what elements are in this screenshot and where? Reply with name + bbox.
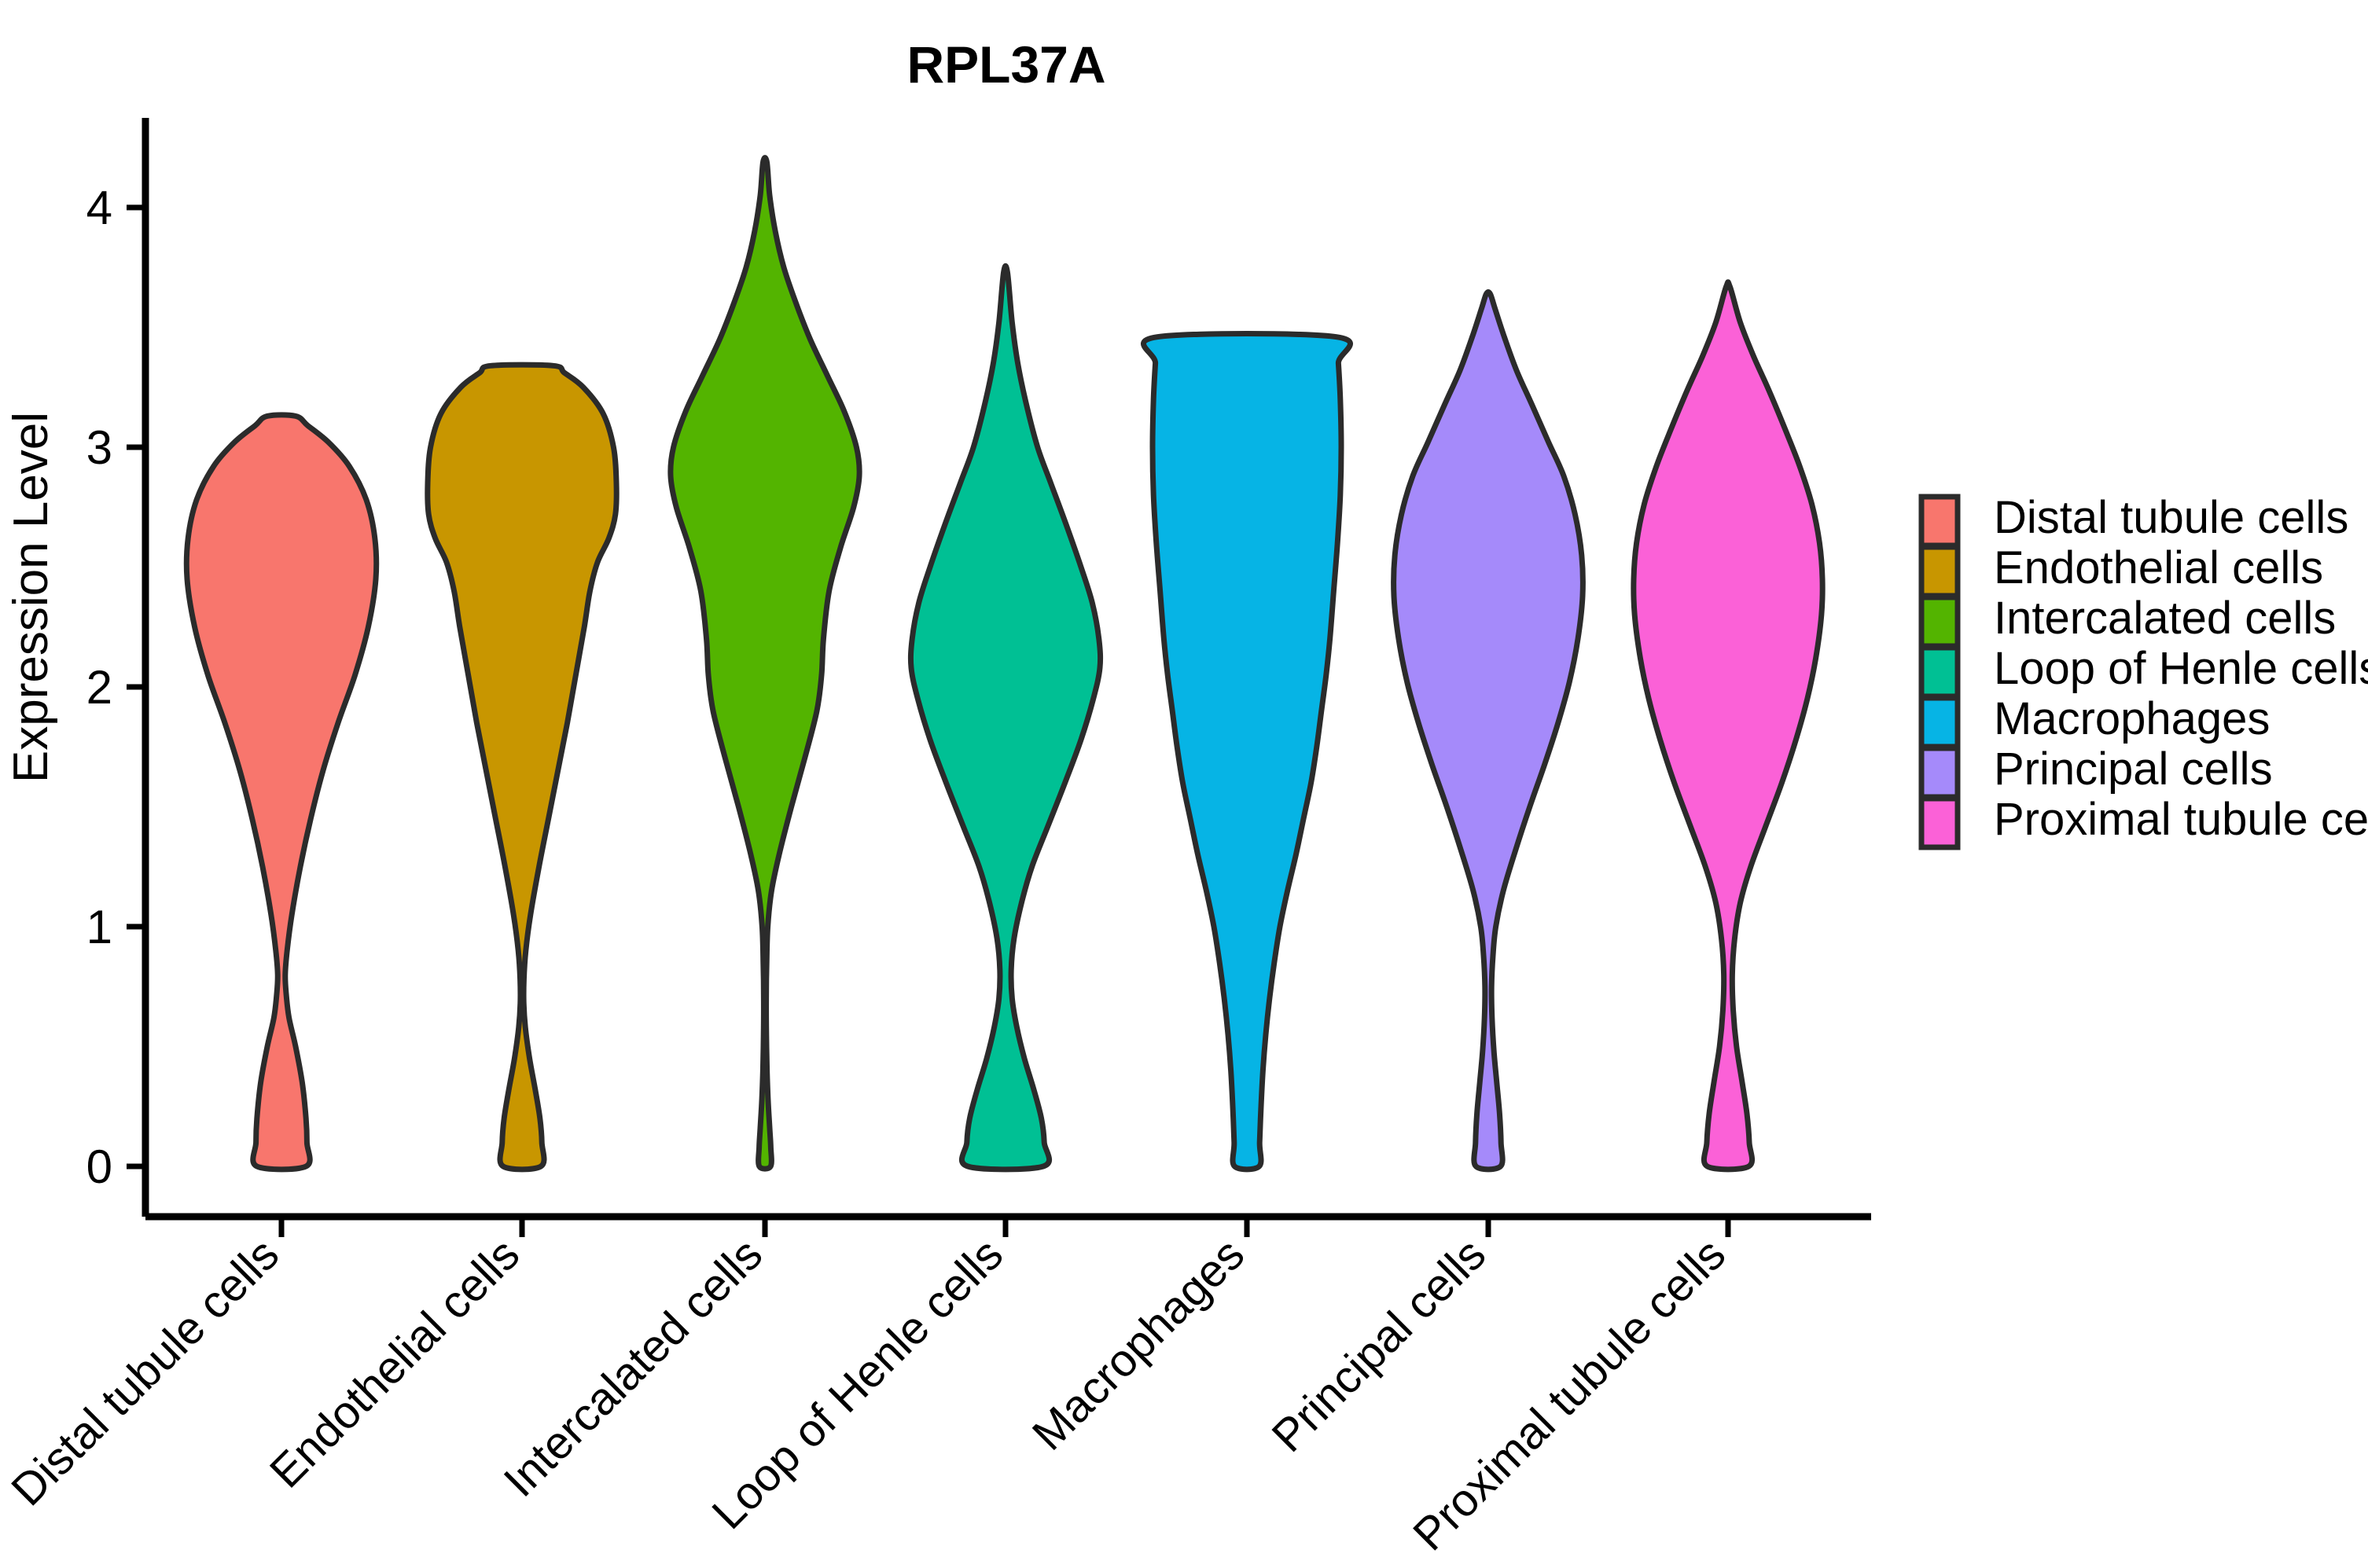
y-tick-label: 1: [86, 901, 112, 953]
x-axis-ticks: [278, 1217, 1731, 1237]
violin-shape[interactable]: Macrophages: [1141, 331, 1353, 1173]
legend-label: Principal cells: [1994, 744, 2273, 795]
x-axis-category-label: Macrophages: [1023, 1228, 1254, 1460]
legend-item[interactable]: Loop of Henle cells: [1918, 643, 2368, 700]
y-tick-label: 4: [86, 182, 112, 234]
violin-shape[interactable]: Intercalated cells: [667, 155, 862, 1172]
legend-label: Proximal tubule cells: [1994, 794, 2368, 845]
violin-shape[interactable]: Proximal tubule cells: [1631, 279, 1826, 1173]
legend-item[interactable]: Proximal tubule cells: [1918, 794, 2368, 850]
legend-swatch: [1918, 594, 1961, 649]
x-axis-category-label: Intercalated cells: [494, 1228, 772, 1507]
y-tick: 2: [86, 661, 145, 714]
x-axis-category-label: Principal cells: [1263, 1228, 1496, 1462]
legend-item[interactable]: Endothelial cells: [1918, 542, 2323, 599]
x-axis-category-label: Distal tubule cells: [2, 1228, 289, 1515]
legend-swatch: [1918, 544, 1961, 599]
legend-swatch: [1918, 494, 1961, 549]
legend-label: Endothelial cells: [1994, 542, 2323, 593]
x-axis-category-label: Endothelial cells: [260, 1228, 529, 1497]
y-tick-label: 2: [86, 661, 112, 714]
legend-label: Loop of Henle cells: [1994, 643, 2368, 694]
y-tick: 0: [86, 1140, 145, 1193]
legend-swatch: [1918, 795, 1961, 850]
y-tick-label: 0: [86, 1140, 112, 1193]
legend-item[interactable]: Distal tubule cells: [1918, 492, 2348, 549]
violin-shape[interactable]: Principal cells: [1391, 289, 1586, 1173]
violin-shape[interactable]: Distal tubule cells: [183, 412, 380, 1173]
legend-swatch: [1918, 745, 1961, 800]
legend-item[interactable]: Principal cells: [1918, 744, 2273, 800]
violin-shape[interactable]: Loop of Henle cells: [907, 263, 1104, 1173]
y-tick-label: 3: [86, 421, 112, 474]
y-tick: 3: [86, 421, 145, 474]
legend-label: Intercalated cells: [1994, 593, 2336, 644]
y-tick: 1: [86, 901, 145, 953]
legend-label: Macrophages: [1994, 693, 2270, 744]
legend-swatch: [1918, 695, 1961, 750]
violin-shape[interactable]: Endothelial cells: [425, 362, 620, 1173]
legend-swatch: [1918, 644, 1961, 700]
legend-item[interactable]: Macrophages: [1918, 693, 2270, 750]
y-axis-title: Expression Level: [4, 412, 58, 783]
legend-item[interactable]: Intercalated cells: [1918, 593, 2336, 649]
page-title: RPL37A: [906, 35, 1105, 94]
y-tick: 4: [86, 182, 145, 234]
legend-label: Distal tubule cells: [1994, 492, 2348, 543]
y-axis-ticks: 0 1 2 3 4: [86, 182, 145, 1193]
